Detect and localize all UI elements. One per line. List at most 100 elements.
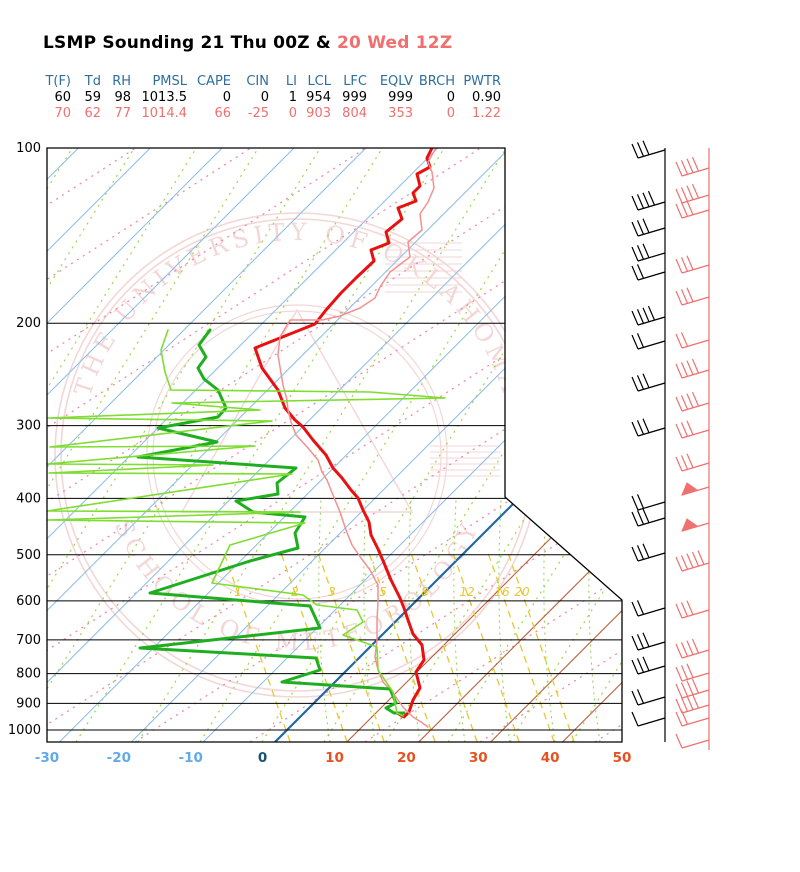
wind-barb [675, 200, 710, 219]
temp-tick-label: 50 [613, 750, 632, 766]
param-value-00z: 999 [342, 90, 367, 105]
wind-barb [675, 183, 710, 204]
wind-barb [631, 600, 666, 617]
param-header-cell: Td [84, 74, 101, 89]
param-header-cell: RH [112, 74, 131, 89]
param-header-cell: PMSL [152, 74, 187, 89]
wind-barb [675, 255, 710, 274]
page-title: LSMP Sounding 21 Thu 00Z & 20 Wed 12Z [43, 33, 452, 53]
param-header-cell: BRCH [418, 74, 455, 89]
param-value-12z: 0 [446, 106, 455, 121]
mixing-ratio-label: 5 [379, 585, 387, 599]
param-value-12z: 1014.4 [141, 106, 188, 121]
param-value-12z: 804 [342, 106, 367, 121]
param-value-00z: 999 [388, 90, 413, 105]
param-value-00z: 0 [222, 90, 231, 105]
param-header-cell: CAPE [196, 74, 231, 89]
wind-barb [681, 482, 710, 496]
temp-tick-label: 10 [325, 750, 344, 766]
param-header-cell: LCL [307, 74, 331, 89]
pressure-tick-label: 400 [16, 491, 41, 506]
param-value-00z: 954 [306, 90, 331, 105]
pressure-tick-label: 1000 [8, 723, 41, 738]
param-value-00z: 0 [446, 90, 455, 105]
param-header-cell: T(F) [45, 74, 71, 89]
param-header-cell: EQLV [379, 74, 413, 89]
wind-barbs-00z [631, 140, 666, 742]
param-value-00z: 1013.5 [141, 90, 188, 105]
title-run-black: LSMP Sounding 21 Thu 00Z & [43, 33, 338, 53]
param-value-00z: 60 [54, 90, 71, 105]
param-value-12z: -25 [247, 106, 269, 121]
pressure-tick-label: 500 [16, 548, 41, 563]
mixing-ratio-label: 1 [234, 585, 242, 599]
temp-tick-label: -30 [35, 750, 59, 766]
wind-barb [631, 264, 666, 281]
param-value-00z: 0 [260, 90, 269, 105]
param-value-12z: 1.22 [472, 106, 501, 121]
mixing-ratio-label: 2 [291, 585, 299, 599]
wind-barb [675, 638, 710, 659]
wind-barb [675, 710, 710, 727]
pressure-tick-label: 700 [16, 633, 41, 648]
wind-barb [631, 190, 666, 211]
wind-barb [675, 391, 710, 412]
wind-barb [631, 305, 666, 326]
param-value-00z: 1 [288, 90, 297, 105]
dewpoint-12z-trace [47, 329, 446, 717]
mixing-ratio-label: 16 [494, 585, 510, 599]
dewpoint-00z-trace [136, 328, 406, 715]
title-run-red: 20 Wed 12Z [337, 33, 453, 53]
wind-barb [675, 678, 710, 699]
wind-barb [675, 287, 710, 306]
param-value-12z: 353 [388, 106, 413, 121]
wind-barb [631, 494, 666, 511]
wind-barb [631, 418, 666, 437]
wind-barb [675, 156, 710, 177]
pressure-tick-label: 800 [16, 667, 41, 682]
param-row-row_00z: 60 59 98 1013.5 0 0 1 954 999 999 0 0.90 [33, 90, 501, 106]
param-value-12z: 62 [84, 106, 101, 121]
mixing-ratio-label: 8 [421, 585, 429, 599]
sounding-traces [47, 148, 446, 728]
param-value-12z: 70 [54, 106, 71, 121]
wind-barb [675, 733, 710, 749]
mixing-ratio-label: 3 [328, 585, 336, 599]
pressure-tick-label: 600 [16, 594, 41, 609]
wind-barb [675, 332, 710, 349]
wind-barb [631, 218, 666, 237]
pressure-tick-label: 900 [16, 696, 41, 711]
sounding-params-table: T(F) Td RH PMSL CAPE CIN LI LCL LFC EQLV BRCH PWTR 6… [33, 74, 501, 122]
param-row-row_12z: 70 62 77 1014.4 66 -25 0 903 804 353 0 1.22 [33, 106, 501, 122]
param-value-00z: 59 [84, 90, 101, 105]
wind-barb [681, 518, 710, 532]
param-value-00z: 98 [114, 90, 131, 105]
param-value-12z: 77 [114, 106, 131, 121]
wind-barb [631, 711, 666, 727]
wind-barb [631, 689, 666, 706]
wind-barb [631, 140, 666, 159]
temp-tick-label: 20 [397, 750, 416, 766]
temp-tick-label: 40 [541, 750, 560, 766]
param-value-12z: 903 [306, 106, 331, 121]
param-row-headers: T(F) Td RH PMSL CAPE CIN LI LCL LFC EQLV BRCH PWTR [33, 74, 501, 90]
wind-barb [631, 543, 666, 562]
wind-barb [631, 373, 666, 392]
plot-frame [46, 147, 623, 743]
wind-barb [675, 453, 710, 472]
param-value-12z: 66 [214, 106, 231, 121]
wind-barb [675, 420, 710, 439]
wind-barb [675, 358, 710, 379]
temp-tick-label: 0 [258, 750, 267, 766]
param-header-cell: CIN [246, 74, 269, 89]
temp-tick-label: -20 [107, 750, 131, 766]
mixing-ratio-label: 12 [459, 585, 474, 599]
pressure-tick-label: 200 [16, 316, 41, 331]
wind-barb [631, 333, 666, 350]
param-header-cell: LI [285, 74, 297, 89]
temperature-12z-trace [277, 148, 437, 728]
pressure-tick-label: 300 [16, 419, 41, 434]
